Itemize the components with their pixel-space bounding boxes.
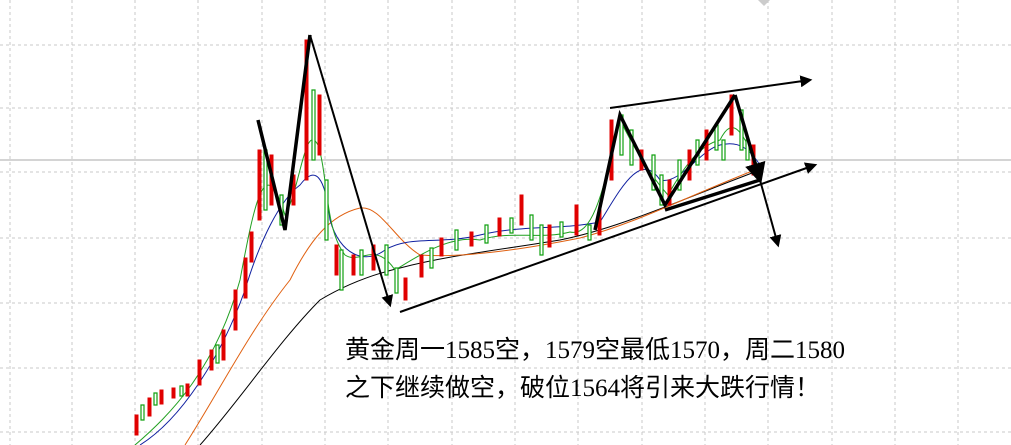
candles-up bbox=[134, 39, 756, 436]
candles-down bbox=[140, 89, 750, 421]
annotation-line: 黄金周一1585空，1579空最低1570，周二1580 bbox=[345, 336, 845, 364]
annotation-line: 之下继续做空，破位1564将引来大跌行情！ bbox=[345, 374, 820, 402]
ma-black bbox=[199, 169, 761, 445]
ma-blue bbox=[139, 143, 761, 445]
corner-mark bbox=[758, 0, 770, 6]
trend-arrows bbox=[256, 34, 818, 313]
ma-orange bbox=[184, 167, 761, 445]
